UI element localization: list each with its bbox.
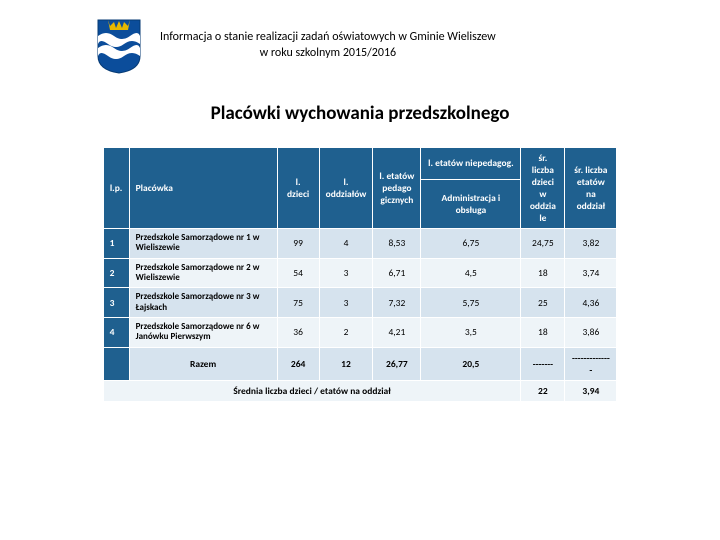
th-loddz: l. oddziałów bbox=[319, 148, 373, 229]
cell-etaty-ped: 8,53 bbox=[373, 229, 421, 259]
cell-lp: 1 bbox=[103, 229, 129, 259]
cell-oddzialy: 4 bbox=[319, 229, 373, 259]
cell-etaty-ped: 4,21 bbox=[373, 318, 421, 348]
cell-sr-etatow: -------------- bbox=[565, 347, 617, 380]
cell-lp bbox=[103, 347, 129, 380]
document-header: Informacja o stanie realizacji zadań ośw… bbox=[0, 0, 720, 74]
footer-sr-dzieci: 22 bbox=[521, 380, 565, 401]
th-letatow-ped: l. etatów pedago gicznych bbox=[373, 148, 421, 229]
footer-sr-etatow: 3,94 bbox=[565, 380, 617, 401]
header-line1: Informacja o stanie realizacji zadań ośw… bbox=[160, 30, 496, 46]
cell-lp: 2 bbox=[103, 258, 129, 288]
cell-admin: 20,5 bbox=[421, 347, 521, 380]
crest-icon bbox=[96, 18, 142, 74]
cell-placowka: Przedszkole Samorządowe nr 1 w Wieliszew… bbox=[129, 229, 277, 259]
th-ldzieci: l. dzieci bbox=[277, 148, 319, 229]
preschool-table: l.p. Placówka l. dzieci l. oddziałów l. … bbox=[103, 147, 618, 402]
table-row: 3Przedszkole Samorządowe nr 3 w Łajskach… bbox=[103, 288, 617, 318]
header-line2: w roku szkolnym 2015/2016 bbox=[160, 46, 496, 62]
cell-lp: 4 bbox=[103, 318, 129, 348]
th-admin: Administracja i obsługa bbox=[421, 179, 521, 229]
cell-placowka: Przedszkole Samorządowe nr 2 w Wieliszew… bbox=[129, 258, 277, 288]
cell-admin: 4,5 bbox=[421, 258, 521, 288]
cell-admin: 5,75 bbox=[421, 288, 521, 318]
cell-dzieci: 54 bbox=[277, 258, 319, 288]
th-lp: l.p. bbox=[103, 148, 129, 229]
cell-placowka: Przedszkole Samorządowe nr 3 w Łajskach bbox=[129, 288, 277, 318]
cell-sr-etatow: 4,36 bbox=[565, 288, 617, 318]
cell-etaty-ped: 26,77 bbox=[373, 347, 421, 380]
cell-dzieci: 99 bbox=[277, 229, 319, 259]
footer-label: Średnia liczba dzieci / etatów na oddzia… bbox=[103, 380, 521, 401]
cell-sr-dzieci: 25 bbox=[521, 288, 565, 318]
cell-razem-label: Razem bbox=[129, 347, 277, 380]
cell-oddzialy: 12 bbox=[319, 347, 373, 380]
th-letatow-nieped: l. etatów niepedagog. bbox=[421, 148, 521, 180]
th-sr-etatow: śr. liczba etatów na oddział bbox=[565, 148, 617, 229]
cell-etaty-ped: 7,32 bbox=[373, 288, 421, 318]
cell-dzieci: 75 bbox=[277, 288, 319, 318]
th-sr-dzieci: śr. liczba dzieci w oddzia le bbox=[521, 148, 565, 229]
table-row: 4Przedszkole Samorządowe nr 6 w Janówku … bbox=[103, 318, 617, 348]
cell-lp: 3 bbox=[103, 288, 129, 318]
cell-dzieci: 36 bbox=[277, 318, 319, 348]
cell-sr-dzieci: 18 bbox=[521, 318, 565, 348]
table-row: 1Przedszkole Samorządowe nr 1 w Wielisze… bbox=[103, 229, 617, 259]
cell-admin: 3,5 bbox=[421, 318, 521, 348]
cell-oddzialy: 3 bbox=[319, 258, 373, 288]
cell-oddzialy: 2 bbox=[319, 318, 373, 348]
cell-dzieci: 264 bbox=[277, 347, 319, 380]
cell-sr-etatow: 3,82 bbox=[565, 229, 617, 259]
cell-sr-etatow: 3,74 bbox=[565, 258, 617, 288]
header-text: Informacja o stanie realizacji zadań ośw… bbox=[160, 30, 496, 61]
page-title: Placówki wychowania przedszkolnego bbox=[0, 102, 720, 125]
cell-sr-etatow: 3,86 bbox=[565, 318, 617, 348]
cell-etaty-ped: 6,71 bbox=[373, 258, 421, 288]
row-footer: Średnia liczba dzieci / etatów na oddzia… bbox=[103, 380, 617, 401]
table-row: 2Przedszkole Samorządowe nr 2 w Wielisze… bbox=[103, 258, 617, 288]
th-placowka: Placówka bbox=[129, 148, 277, 229]
cell-placowka: Przedszkole Samorządowe nr 6 w Janówku P… bbox=[129, 318, 277, 348]
cell-sr-dzieci: 24,75 bbox=[521, 229, 565, 259]
cell-sr-dzieci: ------- bbox=[521, 347, 565, 380]
cell-sr-dzieci: 18 bbox=[521, 258, 565, 288]
cell-oddzialy: 3 bbox=[319, 288, 373, 318]
cell-admin: 6,75 bbox=[421, 229, 521, 259]
row-razem: Razem2641226,7720,5--------------------- bbox=[103, 347, 617, 380]
